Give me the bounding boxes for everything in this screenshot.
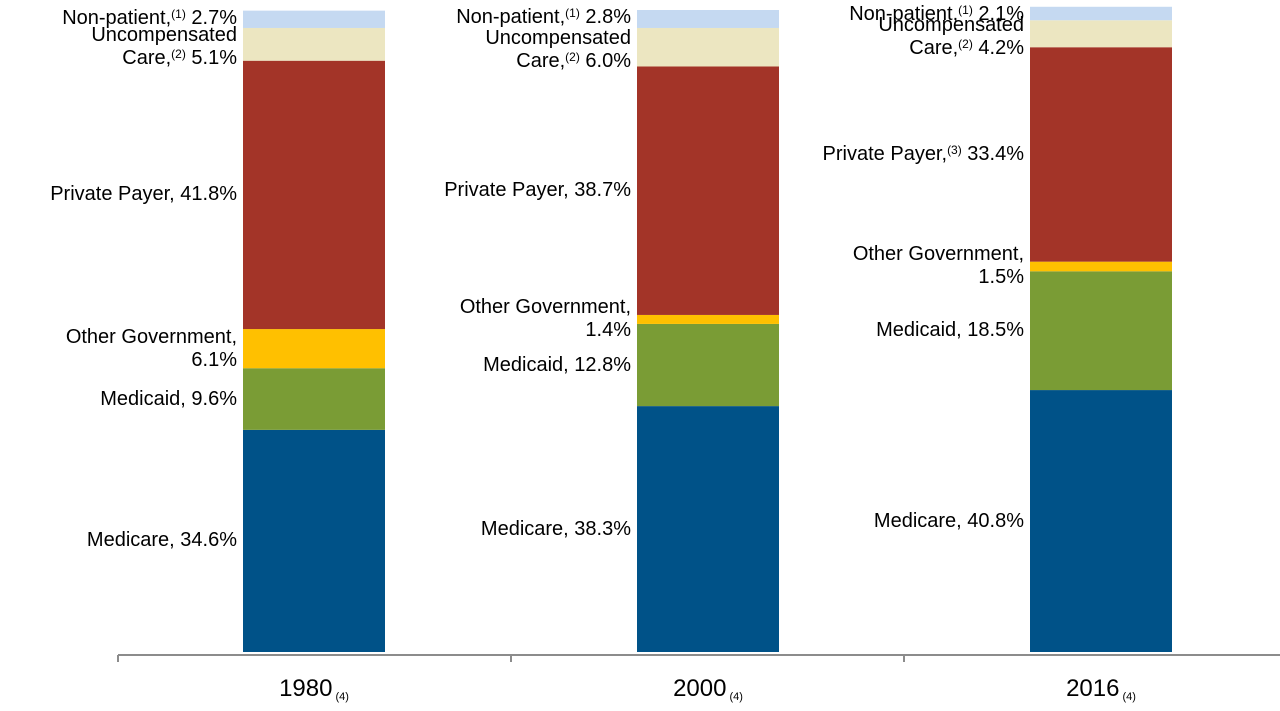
segment-label-other_gov-1980: Other Government, 6.1% <box>65 325 237 371</box>
segment-label-uncompensated-1980: Uncompensated Care,(2) 5.1% <box>91 24 237 70</box>
bar-segment-private_payer-2000 <box>637 66 779 315</box>
segment-label-medicaid-2000: Medicaid, 12.8% <box>483 353 631 376</box>
segment-label-non_patient-2000: Non-patient,(1) 2.8% <box>456 6 631 28</box>
segment-label-other_gov-2000: Other Government, 1.4% <box>459 296 631 342</box>
bar-segment-medicare-1980 <box>243 429 385 652</box>
bar-segment-medicare-2000 <box>637 406 779 652</box>
bar-segment-uncompensated-2000 <box>637 27 779 67</box>
bar-segment-medicaid-2016 <box>1030 271 1172 391</box>
category-label-2000: 2000 (4) <box>673 675 743 703</box>
bar-segment-other_gov-1980 <box>243 329 385 369</box>
segment-label-non_patient-2016: Non-patient,(1) 2.1% <box>849 2 1024 25</box>
bar-segment-medicaid-2000 <box>637 323 779 407</box>
bar-segment-other_gov-2016 <box>1030 261 1172 272</box>
segment-label-medicare-2000: Medicare, 38.3% <box>480 517 631 540</box>
bar-segment-uncompensated-2016 <box>1030 20 1172 48</box>
bar-segment-other_gov-2000 <box>637 314 779 324</box>
segment-label-medicare-1980: Medicare, 34.6% <box>86 529 237 552</box>
segment-label-private_payer-2000: Private Payer, 38.7% <box>444 179 631 202</box>
segment-label-medicaid-1980: Medicaid, 9.6% <box>100 387 237 410</box>
category-label-1980: 1980 (4) <box>279 675 349 703</box>
segment-label-medicare-2016: Medicare, 40.8% <box>873 509 1024 532</box>
bar-segment-non_patient-2000 <box>637 10 779 28</box>
bar-segment-private_payer-1980 <box>243 60 385 330</box>
segment-label-uncompensated-2016: Uncompensated Care,(2) 4.2% <box>878 13 1024 59</box>
segment-label-other_gov-2016: Other Government, 1.5% <box>852 243 1024 289</box>
segment-label-private_payer-1980: Private Payer, 41.8% <box>50 183 237 206</box>
segment-label-uncompensated-2000: Uncompensated Care,(2) 6.0% <box>485 27 631 73</box>
bar-segment-private_payer-2016 <box>1030 47 1172 262</box>
bar-segment-non_patient-1980 <box>243 10 385 28</box>
segment-label-private_payer-2016: Private Payer,(3) 33.4% <box>822 142 1024 165</box>
segment-label-medicaid-2016: Medicaid, 18.5% <box>876 319 1024 342</box>
bar-segment-uncompensated-1980 <box>243 27 385 61</box>
bar-segment-non_patient-2016 <box>1030 6 1172 21</box>
segment-label-non_patient-1980: Non-patient,(1) 2.7% <box>62 6 237 29</box>
bar-segment-medicaid-1980 <box>243 368 385 430</box>
category-label-2016: 2016 (4) <box>1066 675 1136 703</box>
bar-segment-medicare-2016 <box>1030 390 1172 652</box>
